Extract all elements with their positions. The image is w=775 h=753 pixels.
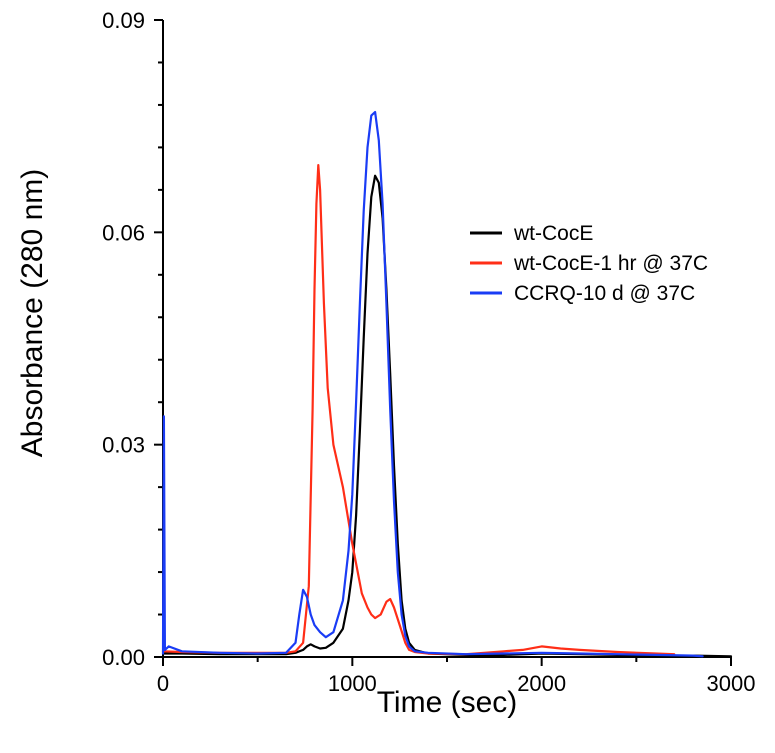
x-tick-label: 3000 bbox=[707, 671, 756, 696]
x-axis: 0 1000 2000 3000 bbox=[157, 656, 756, 696]
legend-label: CCRQ-10 d @ 37C bbox=[514, 282, 695, 305]
plot-series bbox=[161, 110, 733, 658]
y-axis-title: Absorbance (280 nm) bbox=[16, 169, 49, 458]
y-tick-label: 0.03 bbox=[102, 433, 145, 458]
x-tick-label: 1000 bbox=[328, 671, 377, 696]
x-axis-title: Time (sec) bbox=[377, 686, 518, 719]
legend: wt-CocE wt-CocE-1 hr @ 37C CCRQ-10 d @ 37C bbox=[470, 222, 708, 305]
series-line-1 bbox=[161, 174, 733, 658]
x-tick-label: 2000 bbox=[517, 671, 566, 696]
y-tick-label: 0.00 bbox=[102, 645, 145, 670]
series-line-2 bbox=[161, 164, 676, 656]
y-tick-label: 0.06 bbox=[102, 220, 145, 245]
series-line-3 bbox=[161, 110, 704, 658]
legend-label: wt-CocE-1 hr @ 37C bbox=[513, 252, 708, 275]
x-tick-label: 0 bbox=[157, 671, 169, 696]
y-tick-label: 0.09 bbox=[102, 8, 145, 33]
y-axis: 0.00 0.03 0.06 0.09 bbox=[102, 8, 164, 670]
legend-label: wt-CocE bbox=[513, 222, 593, 245]
